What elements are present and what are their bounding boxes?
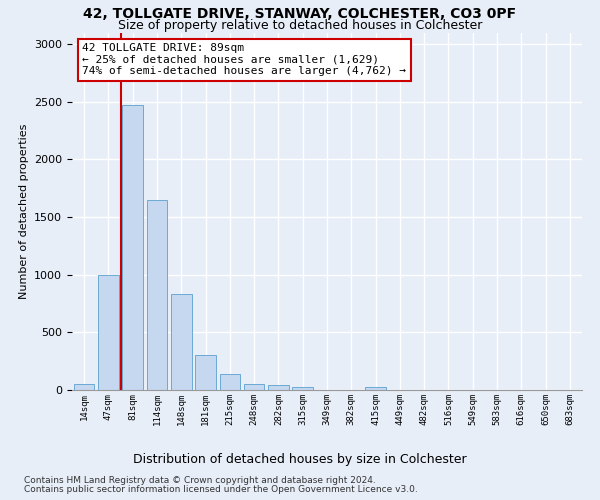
Bar [74, 384, 94, 390]
Text: Contains public sector information licensed under the Open Government Licence v3: Contains public sector information licen… [24, 485, 418, 494]
Text: Size of property relative to detached houses in Colchester: Size of property relative to detached ho… [118, 18, 482, 32]
Y-axis label: Number of detached properties: Number of detached properties [19, 124, 29, 299]
Bar [292, 386, 313, 390]
Bar [171, 294, 191, 390]
Bar [195, 356, 216, 390]
Text: Distribution of detached houses by size in Colchester: Distribution of detached houses by size … [133, 452, 467, 466]
Bar [244, 384, 265, 390]
Bar [98, 274, 119, 390]
Text: Contains HM Land Registry data © Crown copyright and database right 2024.: Contains HM Land Registry data © Crown c… [24, 476, 376, 485]
Bar [365, 387, 386, 390]
Bar [268, 386, 289, 390]
Text: 42, TOLLGATE DRIVE, STANWAY, COLCHESTER, CO3 0PF: 42, TOLLGATE DRIVE, STANWAY, COLCHESTER,… [83, 8, 517, 22]
Bar [122, 105, 143, 390]
Bar [146, 200, 167, 390]
Bar [220, 374, 240, 390]
Text: 42 TOLLGATE DRIVE: 89sqm
← 25% of detached houses are smaller (1,629)
74% of sem: 42 TOLLGATE DRIVE: 89sqm ← 25% of detach… [82, 43, 406, 76]
